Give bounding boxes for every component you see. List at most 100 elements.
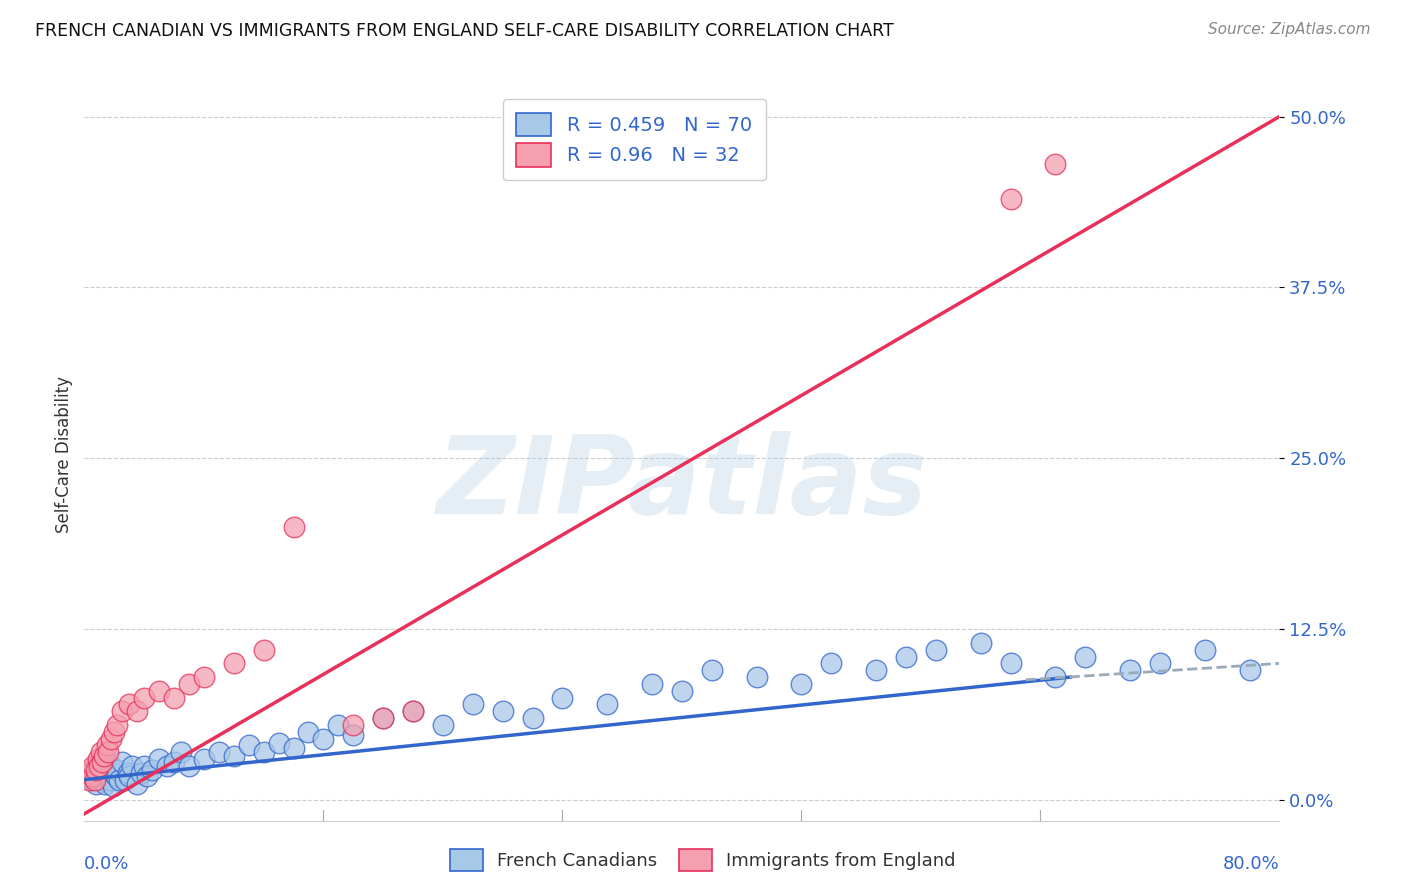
Text: 80.0%: 80.0% [1223, 855, 1279, 872]
Point [104, 768, 127, 782]
Point [86, 777, 108, 791]
Point [193, 752, 215, 766]
Point [925, 642, 948, 657]
Point [111, 755, 134, 769]
Point [1149, 657, 1171, 671]
Text: Source: ZipAtlas.com: Source: ZipAtlas.com [1208, 22, 1371, 37]
Point [222, 749, 245, 764]
Point [86, 763, 108, 777]
Point [267, 736, 290, 750]
Point [177, 759, 200, 773]
Point [114, 772, 136, 787]
Point [342, 718, 364, 732]
Legend: French Canadians, Immigrants from England: French Canadians, Immigrants from Englan… [443, 842, 963, 879]
Text: FRENCH CANADIAN VS IMMIGRANTS FROM ENGLAND SELF-CARE DISABILITY CORRELATION CHAR: FRENCH CANADIAN VS IMMIGRANTS FROM ENGLA… [35, 22, 894, 40]
Point [94, 777, 117, 791]
Point [103, 765, 125, 780]
Point [129, 765, 152, 780]
Point [148, 752, 170, 766]
Point [98, 772, 121, 787]
Point [148, 683, 170, 698]
Point [80, 772, 103, 787]
Point [97, 768, 120, 782]
Point [865, 663, 887, 677]
Point [111, 704, 134, 718]
Point [132, 759, 156, 773]
Point [97, 745, 120, 759]
Point [118, 768, 141, 782]
Point [745, 670, 768, 684]
Point [125, 704, 148, 718]
Point [100, 759, 122, 773]
Point [117, 765, 139, 780]
Point [402, 704, 425, 718]
Point [125, 777, 148, 791]
Point [107, 772, 129, 787]
Point [87, 759, 110, 773]
Point [522, 711, 544, 725]
Point [1194, 642, 1216, 657]
Point [82, 759, 104, 773]
Point [118, 698, 141, 712]
Point [163, 755, 186, 769]
Point [177, 677, 200, 691]
Point [103, 724, 125, 739]
Point [402, 704, 425, 718]
Point [641, 677, 664, 691]
Point [100, 731, 122, 746]
Point [373, 711, 395, 725]
Point [91, 755, 114, 769]
Point [283, 741, 305, 756]
Point [96, 739, 118, 753]
Point [155, 759, 177, 773]
Point [163, 690, 186, 705]
Point [82, 763, 104, 777]
Point [492, 704, 515, 718]
Point [1045, 157, 1067, 171]
Point [77, 772, 100, 787]
Point [1000, 192, 1022, 206]
Point [1119, 663, 1142, 677]
Point [342, 727, 364, 741]
Point [193, 670, 215, 684]
Point [312, 731, 335, 746]
Text: 0.0%: 0.0% [84, 855, 129, 872]
Y-axis label: Self-Care Disability: Self-Care Disability [55, 376, 73, 533]
Point [1000, 657, 1022, 671]
Point [253, 745, 276, 759]
Point [101, 780, 124, 794]
Point [79, 765, 101, 780]
Point [373, 711, 395, 725]
Point [89, 768, 111, 782]
Point [820, 657, 842, 671]
Point [121, 759, 143, 773]
Point [790, 677, 813, 691]
Point [132, 690, 156, 705]
Point [105, 718, 128, 732]
Point [89, 759, 111, 773]
Point [83, 772, 105, 787]
Point [105, 763, 128, 777]
Point [671, 683, 693, 698]
Point [1045, 670, 1067, 684]
Point [1239, 663, 1261, 677]
Point [170, 745, 193, 759]
Legend: R = 0.459   N = 70, R = 0.96   N = 32: R = 0.459 N = 70, R = 0.96 N = 32 [503, 99, 765, 180]
Point [90, 745, 112, 759]
Point [970, 636, 993, 650]
Point [297, 724, 319, 739]
Point [222, 657, 245, 671]
Point [80, 768, 103, 782]
Point [91, 772, 114, 787]
Point [1074, 649, 1097, 664]
Point [93, 749, 115, 764]
Point [432, 718, 454, 732]
Text: ZIPatlas: ZIPatlas [436, 431, 928, 537]
Point [96, 763, 118, 777]
Point [238, 739, 260, 753]
Point [328, 718, 350, 732]
Point [87, 752, 110, 766]
Point [136, 768, 159, 782]
Point [283, 519, 305, 533]
Point [77, 768, 100, 782]
